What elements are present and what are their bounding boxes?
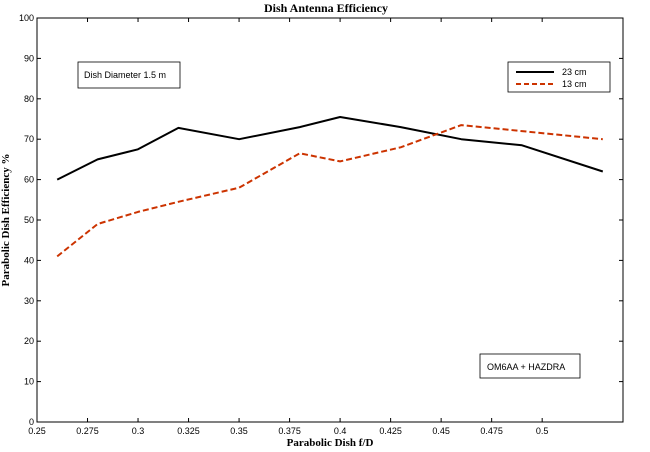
chart-title: Dish Antenna Efficiency — [264, 1, 388, 15]
y-tick-label: 0 — [29, 417, 34, 427]
y-tick-label: 20 — [24, 336, 34, 346]
x-axis-ticks: 0.25 0.275 0.3 0.325 0.35 0.375 0.4 0.425 0.45 0.… — [28, 18, 548, 436]
x-tick-label: 0.475 — [480, 426, 503, 436]
x-tick-label: 0.4 — [334, 426, 347, 436]
y-tick-label: 60 — [24, 175, 34, 185]
y-tick-label: 80 — [24, 94, 34, 104]
x-tick-label: 0.275 — [76, 426, 99, 436]
annotation-text: Dish Diameter 1.5 m — [84, 70, 166, 80]
x-tick-label: 0.5 — [536, 426, 549, 436]
annotation-text: OM6AA + HAZDRA — [487, 362, 565, 372]
x-axis-label: Parabolic Dish f/D — [287, 437, 374, 449]
annotation-dish-diameter: Dish Diameter 1.5 m — [77, 61, 181, 89]
y-tick-label: 30 — [24, 296, 34, 306]
y-tick-label: 90 — [24, 53, 34, 63]
x-tick-label: 0.375 — [278, 426, 301, 436]
series-line-13cm — [56, 124, 603, 258]
y-tick-label: 40 — [24, 255, 34, 265]
y-tick-label: 70 — [24, 134, 34, 144]
annotation-box — [77, 61, 181, 89]
annotation-box — [479, 353, 581, 379]
series-line-23cm — [56, 116, 604, 181]
legend: 23 cm 13 cm — [507, 61, 611, 93]
x-tick-label: 0.3 — [132, 426, 145, 436]
legend-box — [507, 61, 611, 93]
x-tick-label: 0.425 — [379, 426, 402, 436]
annotation-author: OM6AA + HAZDRA — [479, 353, 581, 379]
x-tick-label: 0.45 — [432, 426, 450, 436]
y-axis-label: Parabolic Dish Efficiency % — [0, 154, 12, 287]
x-tick-label: 0.35 — [230, 426, 248, 436]
legend-label-13cm: 13 cm — [562, 79, 587, 89]
series-layer — [56, 116, 604, 258]
y-tick-label: 10 — [24, 377, 34, 387]
legend-label-23cm: 23 cm — [562, 67, 587, 77]
x-tick-label: 0.325 — [177, 426, 200, 436]
x-tick-label: 0.25 — [28, 426, 46, 436]
y-tick-label: 50 — [24, 215, 34, 225]
y-axis-ticks: 0 10 20 30 40 50 60 70 80 90 100 — [19, 13, 623, 427]
y-tick-label: 100 — [19, 13, 34, 23]
